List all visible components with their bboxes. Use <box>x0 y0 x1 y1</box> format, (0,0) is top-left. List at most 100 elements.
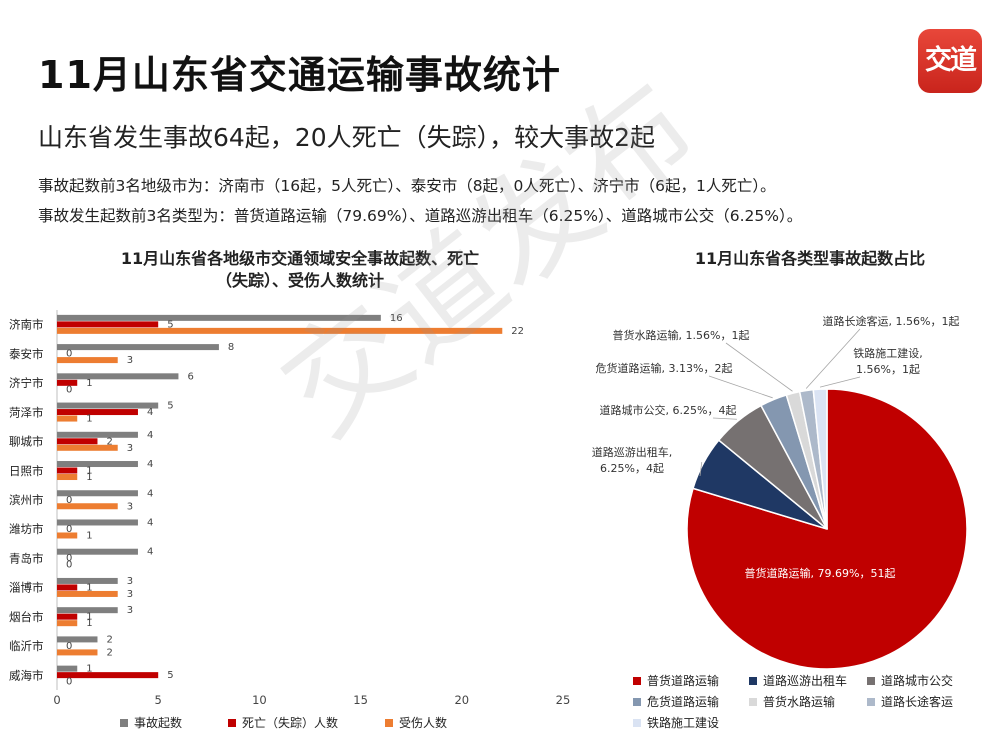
bar-category-label: 济宁市 <box>9 376 44 390</box>
bar-x-tick-label: 0 <box>53 693 60 707</box>
pie-legend-swatch <box>633 677 641 685</box>
bar-value-label: 4 <box>147 430 153 441</box>
bar-value-label: 2 <box>106 647 112 658</box>
pie-legend-swatch <box>749 677 757 685</box>
bar-category-label: 日照市 <box>9 464 44 478</box>
bar-mark <box>57 409 138 416</box>
bar-chart-title-line2: （失踪）、受伤人数统计 <box>215 271 384 290</box>
bar-mark <box>57 532 78 539</box>
bar-legend-label: 受伤人数 <box>399 715 447 730</box>
bar-value-label: 8 <box>228 342 234 353</box>
bar-value-label: 1 <box>86 582 92 593</box>
bar-mark <box>57 444 118 451</box>
bar-mark <box>57 490 138 497</box>
bar-category-label: 聊城市 <box>9 435 44 449</box>
bar-value-label: 0 <box>66 384 72 395</box>
bar-mark <box>57 461 138 468</box>
bar-mark <box>57 402 159 409</box>
pie-data-label: 铁路施工建设, <box>853 346 923 360</box>
bar-category-label: 青岛市 <box>9 551 44 565</box>
bar-mark <box>57 503 118 510</box>
bar-value-label: 0 <box>66 495 72 506</box>
bar-value-label: 3 <box>127 605 133 616</box>
bar-mark <box>57 379 78 386</box>
bar-value-label: 4 <box>147 459 153 470</box>
bar-mark <box>57 519 138 526</box>
bar-mark <box>57 649 98 656</box>
pie-leader-line <box>725 342 793 392</box>
pie-chart-title: 11月山东省各类型事故起数占比 <box>694 249 926 268</box>
bar-mark <box>57 357 118 364</box>
page-subtitle: 山东省发生事故64起，20人死亡（失踪），较大事故2起 <box>38 123 656 152</box>
bar-category-label: 潍坊市 <box>9 522 44 536</box>
bar-mark <box>57 314 381 321</box>
pie-leader-line <box>805 328 861 389</box>
bar-value-label: 0 <box>66 524 72 535</box>
summary-line-types: 事故发生起数前3名类型为：普货道路运输（79.69%）、道路巡游出租车（6.25… <box>38 207 803 225</box>
bar-mark <box>57 590 118 597</box>
bar-category-label: 泰安市 <box>9 347 44 361</box>
bar-mark <box>57 620 78 627</box>
bar-value-label: 6 <box>187 371 193 382</box>
pie-leader-line <box>708 375 773 399</box>
bar-mark <box>57 577 118 584</box>
pie-legend-swatch <box>867 677 875 685</box>
pie-legend-label: 铁路施工建设 <box>647 715 719 730</box>
bar-mark <box>57 438 98 445</box>
bar-mark <box>57 607 118 614</box>
brand-logo[interactable]: 交道 <box>918 29 982 93</box>
bar-value-label: 4 <box>147 407 153 418</box>
bar-value-label: 0 <box>66 641 72 652</box>
bar-value-label: 1 <box>86 378 92 389</box>
bar-mark <box>57 431 138 438</box>
bar-category-label: 淄博市 <box>9 581 44 595</box>
pie-leader-line <box>819 376 861 388</box>
bar-mark <box>57 474 78 481</box>
bar-value-label: 3 <box>127 576 133 587</box>
bar-value-label: 1 <box>86 414 92 425</box>
bar-x-tick-label: 15 <box>353 693 368 707</box>
bar-mark <box>57 327 503 334</box>
bar-value-label: 22 <box>511 326 524 337</box>
bar-value-label: 0 <box>66 677 72 688</box>
pie-legend-swatch <box>749 698 757 706</box>
bar-mark <box>57 672 159 679</box>
bar-mark <box>57 415 78 422</box>
pie-legend-label: 普货道路运输 <box>647 673 719 688</box>
bar-legend-label: 死亡（失踪）人数 <box>242 715 338 730</box>
bar-value-label: 1 <box>86 466 92 477</box>
pie-leader-line <box>699 462 703 477</box>
pie-legend-label: 道路城市公交 <box>881 673 953 688</box>
bar-mark <box>57 665 78 672</box>
bar-value-label: 1 <box>86 472 92 483</box>
bar-value-label: 1 <box>86 530 92 541</box>
bar-value-label: 4 <box>147 488 153 499</box>
pie-data-label: 危货道路运输, 3.13%，2起 <box>596 361 733 375</box>
bar-mark <box>57 584 78 591</box>
bar-value-label: 1 <box>86 612 92 623</box>
bar-value-label: 0 <box>66 349 72 360</box>
bar-value-label: 0 <box>66 560 72 571</box>
bar-category-label: 威海市 <box>9 668 44 682</box>
bar-category-label: 济南市 <box>9 318 44 332</box>
bar-legend-swatch <box>385 719 393 727</box>
bar-value-label: 5 <box>167 670 173 681</box>
pie-slice <box>812 388 828 530</box>
pie-legend-swatch <box>867 698 875 706</box>
bar-value-label: 5 <box>167 401 173 412</box>
bar-value-label: 2 <box>106 436 112 447</box>
bar-mark <box>57 373 179 380</box>
summary-line-cities: 事故起数前3名地级市为：济南市（16起，5人死亡）、泰安市（8起，0人死亡）、济… <box>38 177 776 195</box>
bar-mark <box>57 636 98 643</box>
bar-chart-title-line1: 11月山东省各地级市交通领域安全事故起数、死亡 <box>120 249 480 268</box>
pie-legend-label: 道路长途客运 <box>881 694 953 709</box>
bar-value-label: 1 <box>86 618 92 629</box>
pie-data-label: 普货水路运输, 1.56%，1起 <box>613 328 750 342</box>
bar-value-label: 3 <box>127 589 133 600</box>
bar-value-label: 0 <box>66 553 72 564</box>
bar-value-label: 5 <box>167 319 173 330</box>
pie-legend-swatch <box>633 719 641 727</box>
bar-x-tick-label: 10 <box>252 693 267 707</box>
bar-x-tick-label: 5 <box>155 693 162 707</box>
